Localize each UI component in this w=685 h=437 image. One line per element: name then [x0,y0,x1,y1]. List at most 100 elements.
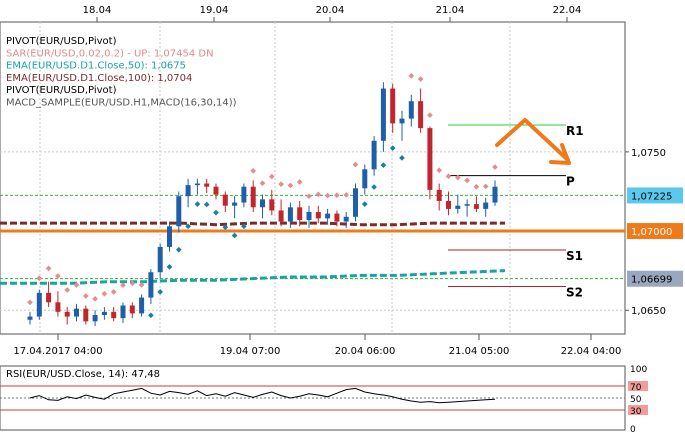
forecast-arrows [495,118,571,165]
top-axis-label: 18.04 [83,5,112,16]
candle-body [176,196,182,227]
sar-dot-down [278,181,284,188]
sar-dot-up [241,223,247,230]
candle-body [64,311,70,317]
candle-body [315,212,321,219]
rsi-axis-tag [628,393,648,403]
candle-body [306,212,312,220]
sar-dot-down [73,282,80,288]
sar-dot-down [492,164,498,170]
pivot-levels: R1 P S1 S2 [448,124,584,299]
sar-dot-down [82,293,89,299]
sar-dot-down [110,289,117,295]
sar-dot-down [334,192,340,199]
price-tags: 1,07225 1,07000 1,06699 [627,187,683,287]
candle-body [148,272,154,298]
sar-dot-down [408,73,415,79]
candle-body [260,199,265,208]
candle-body [222,194,228,206]
candle-body [473,204,479,209]
sar-dot-up [213,209,219,216]
candle-body [101,311,107,315]
sar-dot-down [482,183,489,190]
rsi-axis-tag [628,363,648,373]
sar-dot-up [389,145,396,151]
candle-body [213,186,219,195]
sar-dot-down [250,168,257,174]
sar-dot-down [464,177,470,184]
ema50-line [0,269,506,285]
candle-body [483,202,489,209]
price-tag-label: 1,07225 [631,191,672,202]
candle-body [92,314,98,322]
candle-body [390,88,396,124]
pivot-label-r1: R1 [566,124,584,138]
top-axis-label: 19.04 [200,5,229,16]
rsi-axis-tag [628,423,648,433]
price-tag [627,223,683,240]
candle-body [334,213,340,222]
y-axis-label: 1,0750 [631,148,666,159]
rsi-axis-label: 70 [630,383,642,393]
candle-body [139,297,145,314]
sar-dot-down [473,183,480,190]
sar-dot-up [231,232,238,239]
candle-body [129,305,135,314]
pivot-label-s2: S2 [566,285,583,299]
candle-body [74,308,79,317]
forecast-arrowhead [549,143,571,165]
legend: PIVOT(EUR/USD,Pivot)SAR(EUR/USD,0.02,0.2… [6,36,237,109]
sar-dot-down [427,112,433,118]
sar-dot-up [361,201,368,207]
rsi-axis-tag [628,405,648,415]
price-tag-label: 1,07000 [631,227,672,238]
price-tag [627,270,683,287]
rsi-axis-label: 100 [630,365,647,375]
legend-entry: PIVOT(EUR/USD,Pivot) [6,36,117,47]
sar-dot-down [138,282,145,288]
sar-dot-up [222,224,229,231]
candle-body [446,200,451,209]
candle-body [371,140,377,170]
candle-body [83,308,89,322]
sar-dot-down [315,191,322,198]
y-axis-label: 1,0650 [631,306,666,317]
rsi-label: RSI(EUR/USD.Close, 14): 47,48 [6,369,160,380]
candle-body [232,202,238,206]
sar-dot-up [148,312,154,319]
candle-body [436,189,442,201]
legend-entry: PIVOT(EUR/USD,Pivot) [6,85,117,96]
top-axis-label: 22.04 [553,5,582,16]
candle-body [167,226,172,247]
ema100-series [0,221,505,227]
candles [27,82,498,327]
rsi-series: 100 70 50 30 0 [0,363,648,435]
candle-body [362,169,368,189]
candle-body [297,207,303,220]
rsi-axis-label: 50 [630,395,642,405]
candle-body [492,186,498,203]
sar-dot-down [64,287,71,293]
bottom-axis-label: 22.04 04:00 [561,346,622,357]
candle-body [399,118,405,124]
rsi-axis-tag [628,381,648,391]
sar-dot-down [417,76,424,82]
sar-dot-up [399,155,405,161]
bottom-axis: 17.04.2017 04:00 19.04 07:00 20.04 06:00 21… [13,334,621,357]
sar-dot-down [101,290,108,297]
top-axis-label: 21.04 [436,5,465,16]
candle-body [380,88,386,141]
sar-dot-up [380,162,387,168]
sar-dot-down [343,192,350,198]
price-tag [627,187,683,204]
bottom-axis-label: 20.04 06:00 [335,346,396,357]
candle-body [46,292,52,303]
sar-dot-up [203,201,210,208]
candle-body [241,186,247,203]
sar-dot-down [454,174,461,181]
bottom-axis-label: 19.04 07:00 [220,346,281,357]
pivot-label-p: P [566,175,575,189]
y-axis: 1,0750 1,0650 [625,148,666,317]
sar-dot-up [166,264,173,270]
